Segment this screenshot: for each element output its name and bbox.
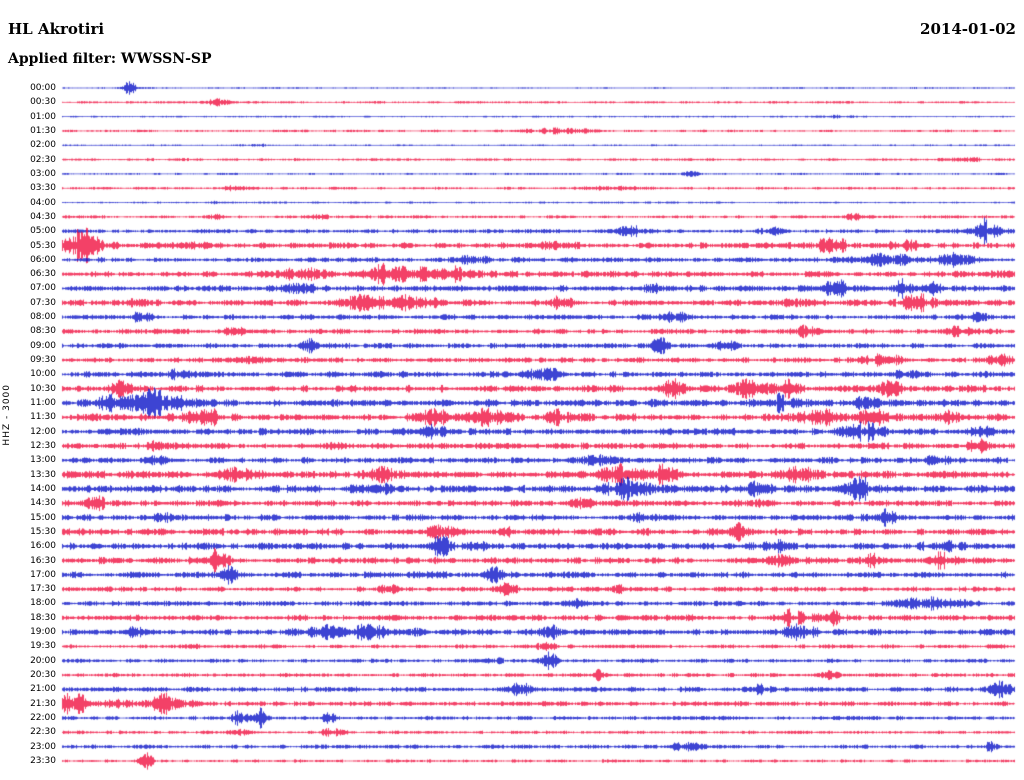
time-label: 08:00 (30, 312, 56, 323)
time-label: 14:30 (30, 498, 56, 509)
time-label: 12:00 (30, 426, 56, 437)
time-label: 20:30 (30, 670, 56, 681)
time-label: 01:30 (30, 125, 56, 136)
time-label: 06:30 (30, 269, 56, 280)
time-label: 01:00 (30, 111, 56, 122)
time-label: 23:00 (30, 741, 56, 752)
time-label: 06:00 (30, 254, 56, 265)
time-label: 21:00 (30, 684, 56, 695)
date-label: 2014-01-02 (920, 20, 1016, 38)
time-label: 17:30 (30, 584, 56, 595)
time-label: 00:00 (30, 83, 56, 93)
time-label: 02:00 (30, 140, 56, 151)
time-label: 04:30 (30, 211, 56, 222)
time-label: 13:30 (30, 469, 56, 480)
time-label: 09:30 (30, 355, 56, 366)
time-label: 00:30 (30, 97, 56, 108)
time-label: 12:30 (30, 440, 56, 451)
time-label: 02:30 (30, 154, 56, 165)
time-label: 16:30 (30, 555, 56, 566)
time-label: 18:30 (30, 612, 56, 623)
time-label: 10:00 (30, 369, 56, 380)
time-label: 22:30 (30, 727, 56, 738)
time-label: 04:00 (30, 197, 56, 208)
time-label: 11:30 (30, 412, 56, 423)
station-title: HL Akrotiri (8, 20, 105, 38)
time-label: 08:30 (30, 326, 56, 337)
time-label: 09:00 (30, 340, 56, 351)
time-label: 14:00 (30, 483, 56, 494)
time-label: 20:00 (30, 655, 56, 666)
time-label: 22:00 (30, 713, 56, 724)
time-label: 23:30 (30, 756, 56, 766)
time-label: 05:30 (30, 240, 56, 251)
time-label: 15:00 (30, 512, 56, 523)
time-label: 11:00 (30, 398, 56, 409)
time-label: 03:00 (30, 168, 56, 179)
time-label: 19:30 (30, 641, 56, 652)
time-label: 03:30 (30, 183, 56, 194)
time-label: 21:30 (30, 698, 56, 709)
time-label: 13:00 (30, 455, 56, 466)
time-label: 18:00 (30, 598, 56, 609)
time-label: 15:30 (30, 526, 56, 537)
time-label: 19:00 (30, 627, 56, 638)
time-label: 16:00 (30, 541, 56, 552)
time-label: 05:00 (30, 226, 56, 237)
time-label: 07:00 (30, 283, 56, 294)
time-label: 17:00 (30, 569, 56, 580)
time-label: 10:30 (30, 383, 56, 394)
filter-label: Applied filter: WWSSN-SP (8, 51, 212, 67)
time-label: 07:30 (30, 297, 56, 308)
